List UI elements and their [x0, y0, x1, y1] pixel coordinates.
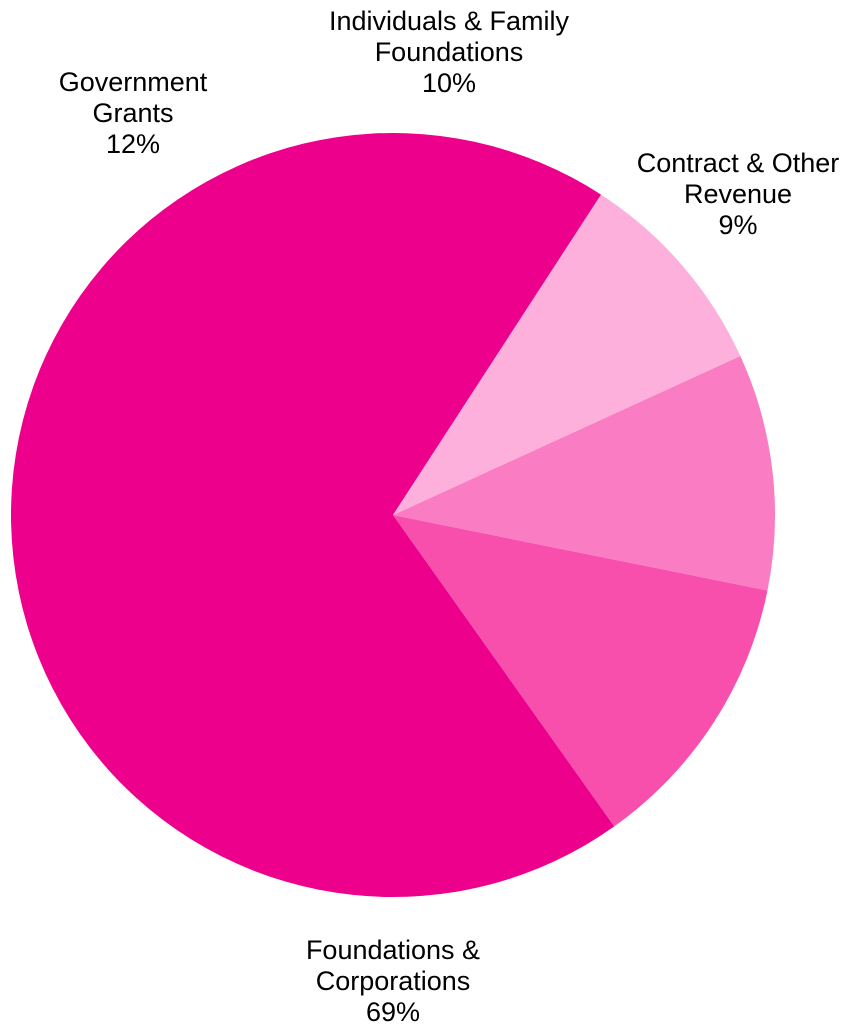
slice-percent: 9% — [718, 210, 758, 240]
slice-individuals-family-foundations — [393, 355, 775, 591]
slice-percent: 12% — [105, 129, 161, 159]
slice-label-line: Grants — [92, 98, 174, 128]
slice-label-foundations-corporations: Foundations & Corporations 69% — [306, 935, 480, 1028]
slice-label-line: Foundations — [374, 37, 524, 67]
slice-label-line: Contract & Other — [636, 148, 840, 178]
slice-label-line: Corporations — [315, 966, 471, 996]
slice-percent: 69% — [365, 997, 421, 1027]
slice-contract-other-revenue — [393, 194, 741, 515]
slice-government-grants — [393, 515, 768, 827]
slice-label-individuals-family-foundations: Individuals & Family Foundations 10% — [329, 6, 569, 99]
slice-label-line: Individuals & Family — [328, 6, 570, 36]
slice-label-government-grants: Government Grants 12% — [59, 67, 208, 160]
pie-slices — [11, 133, 775, 898]
slice-label-contract-other-revenue: Contract & Other Revenue 9% — [637, 148, 840, 241]
slice-foundations-corporations — [11, 133, 615, 898]
slice-label-line: Government — [58, 67, 208, 97]
slice-label-line: Foundations & — [305, 935, 481, 965]
slice-percent: 10% — [421, 68, 477, 98]
slice-label-line: Revenue — [683, 179, 793, 209]
